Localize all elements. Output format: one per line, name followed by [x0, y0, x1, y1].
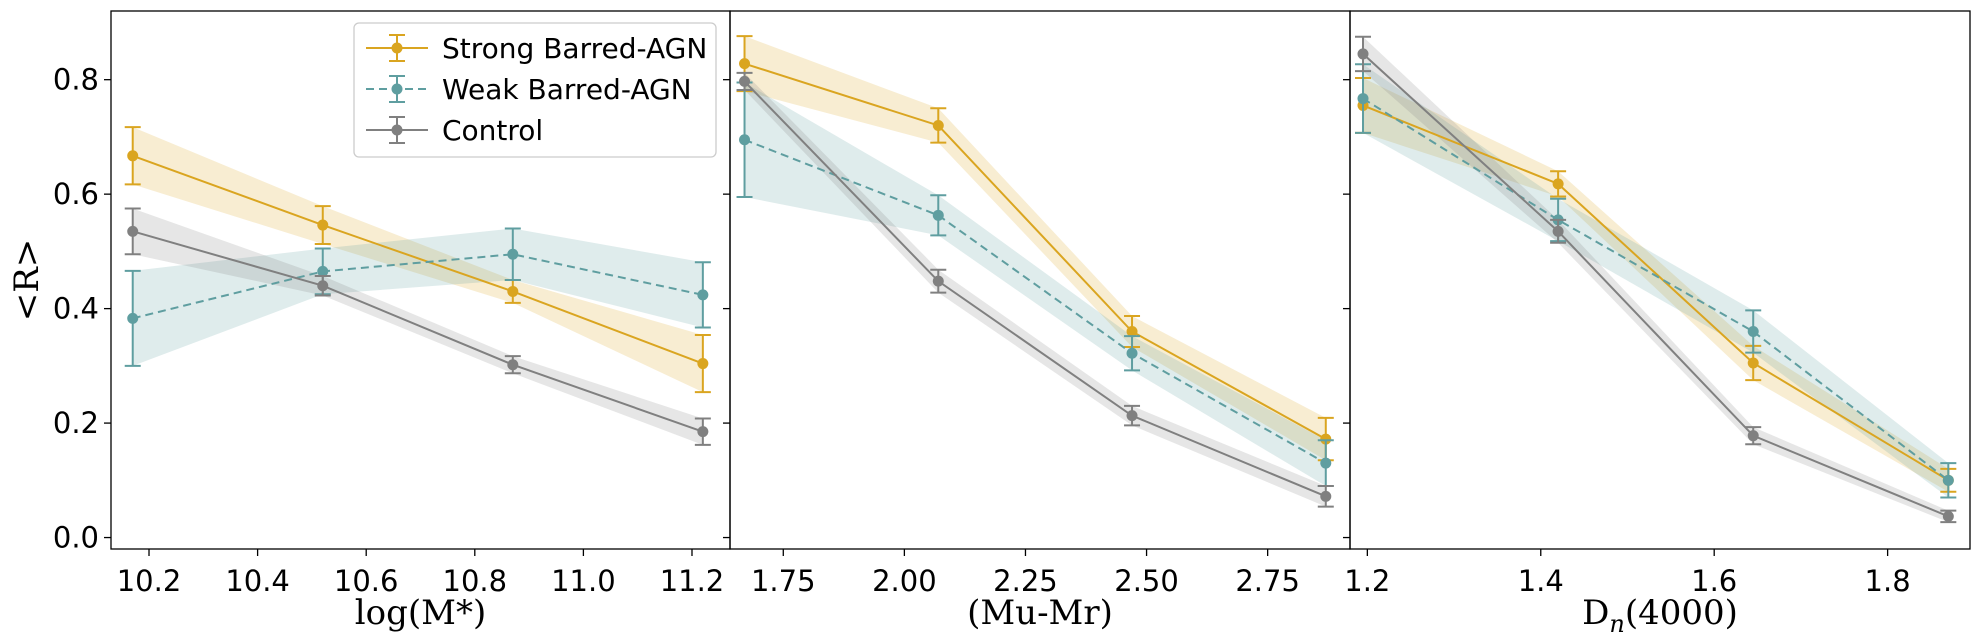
panel-2-series-line-2 — [744, 138, 1327, 465]
panel-2-x-tick-label-2: 2.00 — [872, 564, 937, 598]
panel-2-point-2-1 — [739, 134, 751, 146]
panel-3-point-2-1 — [1357, 93, 1369, 105]
panel-3-point-3-4 — [1942, 510, 1954, 522]
panel-1-point-1-3 — [507, 285, 519, 297]
panel-2-point-1-4 — [1320, 433, 1332, 445]
panel-2-point-3-2 — [932, 275, 944, 287]
panel-3-x-tick-label-2: 1.4 — [1518, 564, 1564, 598]
panel-2-point-3-4 — [1320, 490, 1332, 502]
legend-box — [353, 22, 717, 158]
panel-3-x-tick-label-4: 1.8 — [1865, 564, 1911, 598]
x-axis-label-suffix: (4000) — [1625, 593, 1738, 633]
panel-2-point-2-2 — [932, 209, 944, 221]
legend-label-2: Weak Barred-AGN — [442, 73, 692, 106]
panel-1-point-1-4 — [697, 358, 709, 370]
y-tick-label-4: 0.6 — [53, 177, 99, 211]
panel-2-band-3 — [744, 72, 1326, 507]
panel-2-point-2-4 — [1320, 457, 1332, 469]
legend-label-3: Control — [442, 114, 543, 147]
panel-1-point-1-2 — [317, 219, 329, 231]
panel-1-x-tick-label-5: 11.0 — [551, 564, 616, 598]
panel-2-point-3-3 — [1126, 410, 1138, 422]
panel-1-x-tick-label-1: 10.2 — [117, 564, 182, 598]
panel-3-band-2 — [1363, 64, 1949, 498]
y-tick-label-3: 0.4 — [53, 292, 99, 326]
panel-3-series-line-2 — [1362, 97, 1949, 482]
legend-label-1: Strong Barred-AGN — [442, 32, 707, 65]
panel-2-band-1 — [744, 36, 1326, 461]
panel-1-point-3-3 — [507, 359, 519, 371]
panel-1-band-1 — [132, 127, 703, 393]
panel-2-point-2-3 — [1126, 347, 1138, 359]
panel-3-point-2-4 — [1942, 474, 1954, 486]
y-tick-label-5: 0.8 — [53, 63, 99, 97]
panel-3-point-1-2 — [1552, 178, 1564, 190]
panel-1: 10.2 10.4 10.6 10.8 11.0 11.2 0.0 0.2 0.4 0.6 0.8 l… — [53, 10, 731, 633]
legend-marker-3 — [391, 124, 403, 136]
panel-3-x-tick-label-1: 1.2 — [1344, 564, 1390, 598]
panel-2-point-1-2 — [932, 119, 944, 131]
panel-1-band-2 — [132, 228, 703, 366]
panel-3-x-tick-label-3: 1.6 — [1691, 564, 1737, 598]
panel-2-x-axis-label: (Mu-Mr) — [967, 593, 1113, 633]
panel-1-series-line-1 — [132, 154, 704, 365]
panel-2-point-1-3 — [1126, 326, 1138, 338]
panel-2-point-1-1 — [739, 58, 751, 70]
x-axis-label-subscript: n — [1609, 610, 1624, 638]
panel-2: 1.75 2.00 2.25 2.50 2.75 (Mu-Mr) — [723, 10, 1351, 633]
panel-1-x-tick-label-3: 10.6 — [334, 564, 399, 598]
panel-2-x-tick-label-1: 1.75 — [751, 564, 816, 598]
panel-3-band-1 — [1363, 77, 1949, 492]
panel-1-point-3-2 — [317, 280, 329, 292]
panel-2-x-tick-label-3: 2.25 — [993, 564, 1058, 598]
panel-1-point-3-1 — [127, 225, 139, 237]
panel-3-point-3-2 — [1552, 225, 1564, 237]
panel-3-point-1-3 — [1747, 357, 1759, 369]
x-axis-label-main: D — [1582, 593, 1609, 633]
panel-3-point-2-3 — [1747, 326, 1759, 338]
panel-3-frame — [1349, 10, 1971, 550]
panel-1-point-2-3 — [507, 248, 519, 260]
panel-1-x-tick-label-2: 10.4 — [225, 564, 290, 598]
panel-1-point-1-1 — [127, 150, 139, 162]
panel-1-point-2-2 — [317, 265, 329, 277]
panel-3-x-axis-label: Dn(4000) — [1582, 593, 1738, 638]
panel-1-band-3 — [132, 208, 703, 445]
legend: Strong Barred-AGN Weak Barred-AGN Control — [353, 22, 717, 158]
panel-2-x-tick-label-4: 2.50 — [1114, 564, 1179, 598]
panel-1-series-line-2 — [132, 253, 704, 320]
panel-2-series-line-1 — [744, 62, 1327, 440]
legend-marker-2 — [391, 83, 403, 95]
panel-3-series-line-1 — [1362, 104, 1949, 482]
y-tick-label-2: 0.2 — [53, 406, 99, 440]
panel-1-point-2-4 — [697, 289, 709, 301]
panel-3-series-line-3 — [1362, 53, 1949, 518]
legend-marker-1 — [391, 42, 403, 54]
panel-2-series-line-3 — [743, 80, 1327, 498]
panel-1-point-2-1 — [127, 312, 139, 324]
panel-2-x-tick-label-5: 2.75 — [1235, 564, 1300, 598]
panel-1-x-axis-label: log(M*) — [355, 593, 486, 633]
y-axis-label: <R> — [7, 239, 47, 322]
panel-1-x-tick-label-6: 11.2 — [660, 564, 725, 598]
panel-1-point-3-4 — [697, 426, 709, 438]
panel-3-point-3-1 — [1357, 48, 1369, 60]
panel-2-point-3-1 — [739, 75, 751, 87]
y-tick-label-1: 0.0 — [53, 521, 99, 555]
panel-3-point-3-3 — [1747, 430, 1759, 442]
panel-3: 1.2 1.4 1.6 1.8 Dn(4000) — [1343, 10, 1971, 638]
panel-1-series-line-3 — [132, 230, 704, 433]
panel-1-x-tick-label-4: 10.8 — [443, 564, 508, 598]
